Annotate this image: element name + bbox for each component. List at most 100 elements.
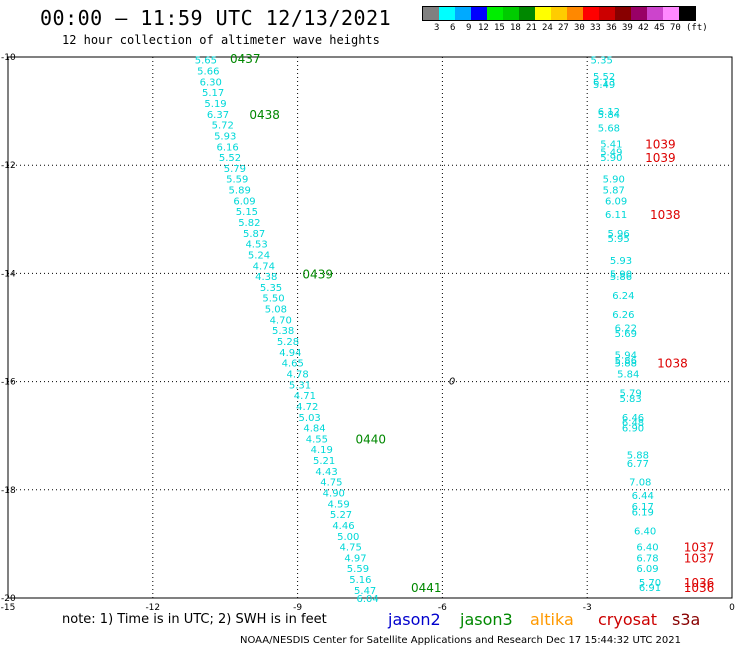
wave-height-value: 5.15 bbox=[236, 207, 258, 218]
legend-swatches bbox=[422, 6, 696, 21]
wave-height-value: 5.17 bbox=[202, 88, 224, 99]
legend-label: 36 bbox=[606, 23, 617, 33]
wave-height-value: 6.16 bbox=[216, 142, 238, 153]
time-label: 1039 bbox=[645, 151, 676, 165]
legend-label: 45 bbox=[654, 23, 665, 33]
wave-height-value: 4.90 bbox=[323, 489, 345, 500]
wave-height-value: 5.31 bbox=[289, 380, 311, 391]
time-label: 1039 bbox=[645, 138, 676, 152]
wave-height-value: 6.09 bbox=[636, 564, 658, 575]
wave-height-value: 5.88 bbox=[627, 451, 649, 462]
y-tick-label: -16 bbox=[1, 378, 16, 388]
legend-label: 21 bbox=[526, 23, 537, 33]
legend-label: 39 bbox=[622, 23, 633, 33]
wave-height-value: 5.84 bbox=[617, 369, 639, 380]
wave-height-value: 6.30 bbox=[200, 77, 222, 88]
satellite-legend-s3a: s3a bbox=[672, 610, 701, 629]
wave-height-value: 4.65 bbox=[282, 359, 304, 370]
wave-height-value: 6.40 bbox=[636, 543, 658, 554]
wave-height-value: 4.38 bbox=[255, 272, 277, 283]
wave-height-value: 5.90 bbox=[610, 269, 632, 280]
wave-height-value: 5.86 bbox=[615, 356, 637, 367]
wave-height-value: 6.91 bbox=[639, 583, 661, 594]
wave-height-value: 6.78 bbox=[636, 553, 658, 564]
legend-label: 30 bbox=[574, 23, 585, 33]
legend-swatch bbox=[455, 7, 471, 20]
wave-height-value: 5.87 bbox=[243, 229, 265, 240]
legend-label: 33 bbox=[590, 23, 601, 33]
time-label: 1038 bbox=[657, 357, 688, 371]
x-tick-label: -3 bbox=[583, 603, 592, 613]
wave-height-value: 6.12 bbox=[598, 107, 620, 118]
legend-swatch bbox=[663, 7, 679, 20]
wave-height-value: 5.86 bbox=[610, 272, 632, 283]
x-tick-label: 0 bbox=[729, 603, 735, 613]
legend-swatch bbox=[679, 7, 695, 20]
wave-height-value: 5.79 bbox=[224, 164, 246, 175]
wave-height-value: 5.72 bbox=[212, 121, 234, 132]
wave-height-value: 6.24 bbox=[612, 291, 634, 302]
satellite-legend-jason2: jason2 bbox=[388, 610, 441, 629]
y-tick-label: -14 bbox=[1, 269, 16, 279]
wave-height-value: 6.40 bbox=[634, 526, 656, 537]
y-tick-label: -12 bbox=[1, 161, 16, 171]
wave-height-value: 5.21 bbox=[313, 456, 335, 467]
time-label: 1036 bbox=[684, 576, 715, 590]
wave-height-value: 6.09 bbox=[605, 196, 627, 207]
wave-height-value: 6.26 bbox=[612, 310, 634, 321]
plot-frame bbox=[7, 56, 733, 599]
wave-height-value: 5.59 bbox=[226, 175, 248, 186]
wave-height-value: 5.27 bbox=[330, 510, 352, 521]
y-tick-label: -20 bbox=[1, 594, 16, 604]
time-label: 1038 bbox=[650, 208, 681, 222]
wave-height-value: 4.75 bbox=[340, 543, 362, 554]
y-tick-label: -18 bbox=[1, 486, 16, 496]
wave-height-value: 4.75 bbox=[320, 478, 342, 489]
wave-height-value: 5.41 bbox=[600, 140, 622, 151]
wave-height-value: 5.38 bbox=[272, 326, 294, 337]
wave-height-value: 7.08 bbox=[629, 478, 651, 489]
wave-height-value: 5.90 bbox=[600, 153, 622, 164]
wave-height-value: 4.70 bbox=[270, 315, 292, 326]
wave-height-value: 5.93 bbox=[214, 131, 236, 142]
wave-height-value: 4.19 bbox=[311, 445, 333, 456]
legend-unit: (ft) bbox=[686, 23, 708, 33]
satellite-legend-jason3: jason3 bbox=[460, 610, 513, 629]
wave-height-value: 5.83 bbox=[620, 394, 642, 405]
legend-label: 27 bbox=[558, 23, 569, 33]
legend-swatch bbox=[647, 7, 663, 20]
wave-height-value: 4.97 bbox=[344, 553, 366, 564]
legend-swatch bbox=[487, 7, 503, 20]
wave-height-value: 5.24 bbox=[248, 250, 270, 261]
legend-labels: 3 6 9 12 15 18 21 24 27 30 33 36 39 42 45 70 (ft) bbox=[422, 21, 708, 35]
wave-height-value: 5.90 bbox=[603, 175, 625, 186]
wave-height-value: 5.96 bbox=[607, 229, 629, 240]
wave-height-value: 6.48 bbox=[622, 418, 644, 429]
wave-height-value: 6.13 bbox=[593, 77, 615, 88]
wave-height-value: 4.72 bbox=[296, 402, 318, 413]
time-label: 0441 bbox=[411, 581, 442, 595]
wave-height-value: 5.49 bbox=[600, 148, 622, 159]
legend-label: 18 bbox=[510, 23, 521, 33]
wave-height-value: 5.66 bbox=[197, 67, 219, 78]
legend-swatch bbox=[535, 7, 551, 20]
satellite-legend-cryosat: cryosat bbox=[598, 610, 658, 629]
wave-height-value: 6.04 bbox=[356, 594, 378, 605]
wave-height-value: 5.68 bbox=[598, 123, 620, 134]
x-tick-label: -15 bbox=[1, 603, 16, 613]
wave-height-value: 5.79 bbox=[620, 388, 642, 399]
wave-height-value: 5.87 bbox=[603, 186, 625, 197]
wave-height-value: 6.17 bbox=[632, 502, 654, 513]
wave-height-value: 6.19 bbox=[632, 507, 654, 518]
x-tick-label: -12 bbox=[145, 603, 160, 613]
wave-height-value: 5.03 bbox=[299, 413, 321, 424]
legend-swatch bbox=[503, 7, 519, 20]
footer-credit: NOAA/NESDIS Center for Satellite Applica… bbox=[240, 635, 682, 646]
wave-height-value: 4.84 bbox=[303, 424, 325, 435]
legend-swatch bbox=[631, 7, 647, 20]
wave-height-value: 6.44 bbox=[632, 491, 654, 502]
wave-height-value: 5.94 bbox=[615, 351, 637, 362]
wave-height-value: 5.00 bbox=[337, 532, 359, 543]
wave-height-value: 5.47 bbox=[354, 586, 376, 597]
wave-height-value: 5.82 bbox=[238, 218, 260, 229]
